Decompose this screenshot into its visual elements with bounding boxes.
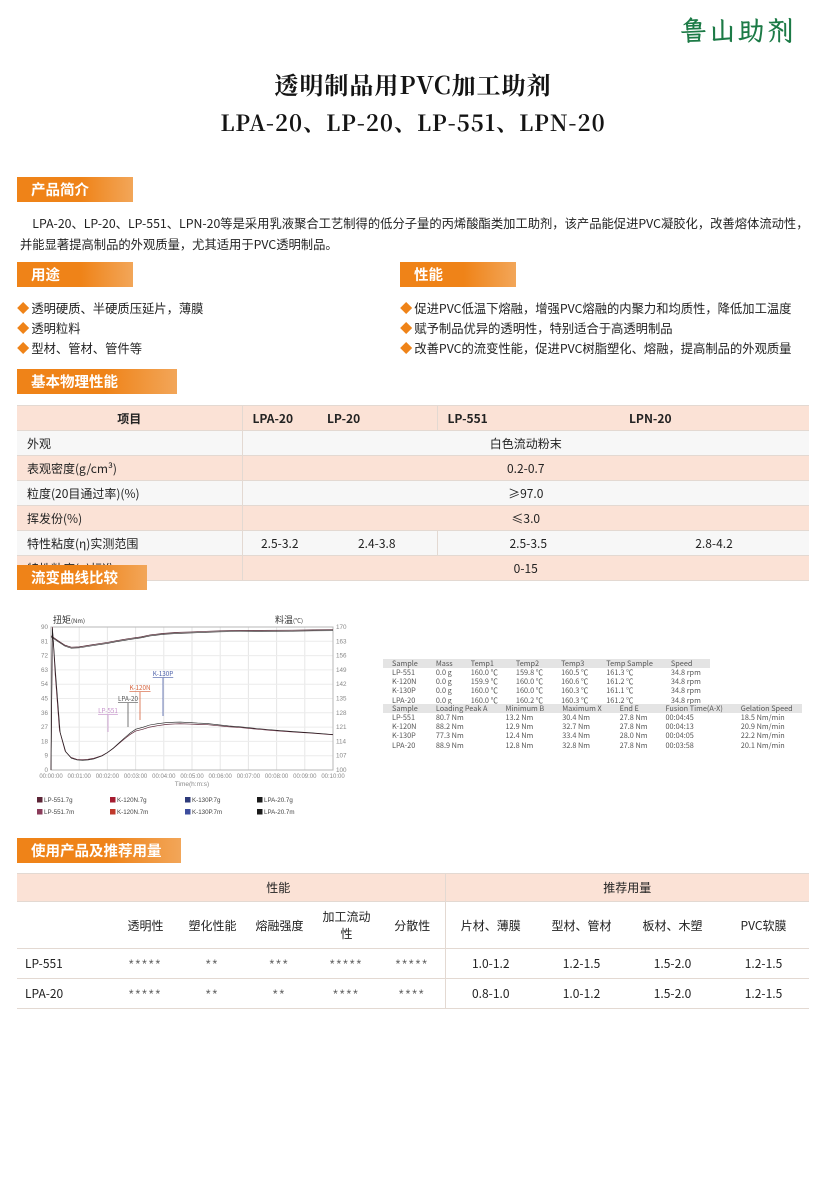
svg-text:00:00:00: 00:00:00	[39, 774, 63, 780]
svg-text:36: 36	[41, 710, 49, 717]
svg-text:107: 107	[336, 753, 347, 760]
svg-text:114: 114	[336, 738, 347, 745]
svg-text:0: 0	[44, 767, 48, 774]
svg-text:K-130P.7g: K-130P.7g	[192, 797, 221, 804]
svg-text:63: 63	[41, 667, 49, 674]
svg-text:LPA-20: LPA-20	[118, 694, 139, 703]
svg-text:K-120N.7g: K-120N.7g	[117, 797, 147, 804]
svg-text:121: 121	[336, 724, 347, 731]
svg-text:00:06:00: 00:06:00	[209, 774, 233, 780]
svg-text:128: 128	[336, 710, 347, 717]
svg-text:9: 9	[44, 753, 48, 760]
svg-text:00:07:00: 00:07:00	[237, 774, 261, 780]
svg-text:18: 18	[41, 738, 49, 745]
svg-text:00:03:00: 00:03:00	[124, 774, 148, 780]
svg-text:00:02:00: 00:02:00	[96, 774, 120, 780]
svg-text:72: 72	[41, 653, 49, 660]
svg-text:00:05:00: 00:05:00	[180, 774, 204, 780]
svg-text:Time(h:m:s): Time(h:m:s)	[175, 781, 209, 788]
svg-text:LP-551.7m: LP-551.7m	[44, 809, 74, 816]
svg-text:81: 81	[41, 638, 49, 645]
svg-text:00:01:00: 00:01:00	[68, 774, 92, 780]
svg-text:149: 149	[336, 667, 347, 674]
svg-text:45: 45	[41, 696, 49, 703]
svg-text:00:08:00: 00:08:00	[265, 774, 289, 780]
svg-text:K-120N.7m: K-120N.7m	[117, 809, 148, 816]
svg-text:142: 142	[336, 681, 347, 688]
svg-text:156: 156	[336, 653, 347, 660]
svg-text:LP-551.7g: LP-551.7g	[44, 797, 73, 804]
svg-text:27: 27	[41, 724, 49, 731]
svg-text:100: 100	[336, 767, 347, 774]
svg-text:135: 135	[336, 696, 347, 703]
svg-text:LP-551: LP-551	[98, 706, 118, 715]
svg-text:K-130P.7m: K-130P.7m	[192, 809, 222, 816]
svg-text:00:10:00: 00:10:00	[321, 774, 345, 780]
svg-text:K-130P: K-130P	[153, 669, 174, 678]
svg-text:LPA-20.7m: LPA-20.7m	[264, 809, 295, 816]
svg-text:00:04:00: 00:04:00	[152, 774, 176, 780]
svg-text:54: 54	[41, 681, 49, 688]
svg-text:00:09:00: 00:09:00	[293, 774, 317, 780]
svg-text:170: 170	[336, 624, 347, 631]
svg-text:163: 163	[336, 638, 347, 645]
svg-text:K-120N: K-120N	[129, 683, 150, 692]
svg-text:LPA-20.7g: LPA-20.7g	[264, 797, 293, 804]
svg-text:90: 90	[41, 624, 49, 631]
